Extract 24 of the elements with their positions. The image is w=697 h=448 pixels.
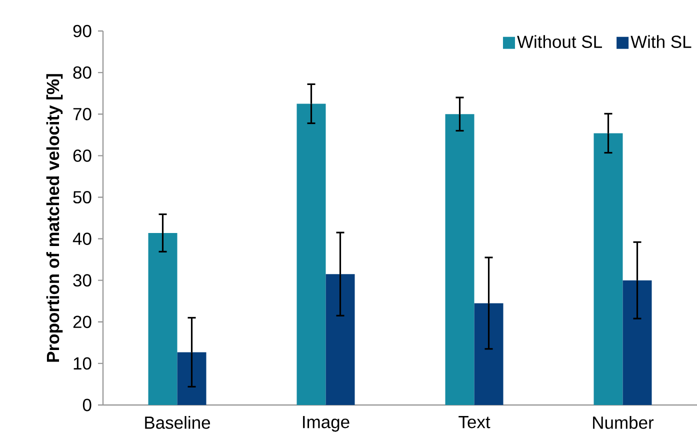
y-axis-title: Proportion of matched velocity [%] bbox=[46, 74, 63, 362]
bar bbox=[594, 133, 623, 405]
legend-label: Without SL bbox=[517, 35, 602, 48]
bar bbox=[326, 274, 355, 405]
y-tick-label: 60 bbox=[73, 149, 92, 162]
bar bbox=[474, 303, 504, 405]
y-tick-label: 0 bbox=[82, 398, 92, 412]
y-tick-label: 40 bbox=[72, 232, 92, 245]
y-tick-label: 80 bbox=[73, 66, 92, 79]
y-tick-label: 70 bbox=[73, 108, 92, 120]
y-tick-label: 30 bbox=[73, 274, 92, 287]
x-tick-label: Baseline bbox=[145, 416, 210, 429]
x-tick-label: Text bbox=[458, 416, 490, 428]
bar bbox=[148, 232, 178, 405]
bar bbox=[296, 104, 326, 405]
y-tick-label: 90 bbox=[73, 24, 92, 38]
bar bbox=[622, 280, 652, 405]
x-tick-label: Number bbox=[593, 416, 654, 429]
y-tick-label: 20 bbox=[73, 316, 92, 328]
x-tick-label: Image bbox=[303, 416, 350, 432]
bar bbox=[445, 114, 474, 405]
y-tick-label: 10 bbox=[74, 357, 92, 370]
legend-label: With SL bbox=[630, 35, 692, 48]
y-tick-label: 50 bbox=[73, 191, 92, 204]
